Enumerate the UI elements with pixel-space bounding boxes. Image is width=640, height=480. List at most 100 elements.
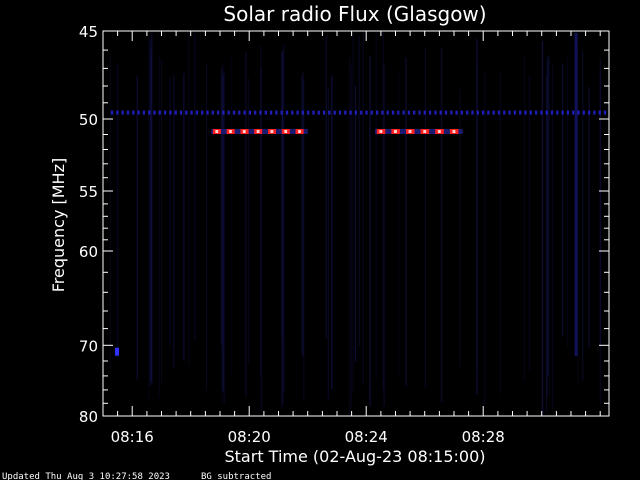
interference-dash	[238, 110, 241, 115]
x-tick-label: 08:28	[462, 428, 505, 446]
x-tick-label: 08:20	[228, 428, 271, 446]
interference-dash	[126, 110, 130, 115]
interference-dash	[312, 110, 315, 115]
interference-dash	[550, 110, 554, 115]
burst-core	[394, 130, 397, 133]
interference-dash	[577, 110, 580, 115]
interference-dash	[121, 110, 124, 115]
burst-core	[452, 130, 456, 133]
interference-dash	[264, 110, 267, 115]
interference-dash	[386, 110, 389, 115]
interference-dash	[217, 110, 220, 115]
y-tick-label: 60	[79, 243, 98, 261]
interference-dash	[285, 110, 289, 115]
interference-dash	[307, 110, 310, 115]
interference-dash	[460, 110, 463, 115]
interference-dash	[344, 110, 347, 115]
background-streaks	[110, 31, 601, 416]
burst-row-1	[211, 129, 308, 134]
interference-dash	[354, 110, 357, 115]
interference-dash	[201, 110, 204, 115]
burst-mark	[449, 129, 459, 134]
plot-area: 45 50 55 60 70 80 08:16 08:20 08:24 08:28	[79, 23, 610, 446]
interference-dash	[111, 110, 114, 115]
interference-dash	[137, 110, 140, 115]
interference-dash	[280, 110, 283, 115]
burst-core	[284, 130, 288, 133]
interference-dash	[466, 110, 469, 115]
interference-dash	[338, 110, 342, 115]
interference-dash	[142, 110, 145, 115]
interference-dash	[296, 110, 299, 115]
y-tick-label: 55	[79, 183, 98, 201]
burst-core	[379, 130, 383, 133]
interference-dash	[301, 110, 304, 115]
interference-dash	[195, 110, 198, 115]
interference-dash	[450, 110, 453, 115]
interference-dash	[561, 110, 564, 115]
interference-dash	[471, 110, 474, 115]
interference-dash	[158, 110, 161, 115]
interference-dash	[497, 110, 501, 115]
interference-dash	[582, 110, 585, 115]
burst-mark	[295, 129, 304, 134]
interference-dash	[232, 110, 236, 115]
y-axis-label: Frequency [MHz]	[49, 158, 68, 292]
interference-dash	[476, 110, 479, 115]
interference-dash	[317, 110, 320, 115]
burst-core	[270, 130, 274, 133]
interference-dash	[413, 110, 416, 115]
y-tick-labels: 45 50 55 60 70 80	[79, 23, 98, 426]
interference-dash	[164, 110, 167, 115]
burst-core	[423, 130, 427, 133]
y-tick-label: 45	[79, 23, 98, 41]
x-ticks	[117, 31, 601, 416]
burst-band	[375, 129, 463, 134]
chart-title: Solar radio Flux (Glasgow)	[223, 2, 486, 26]
x-axis-label: Start Time (02-Aug-23 08:15:00)	[225, 447, 486, 466]
interference-dash	[174, 110, 177, 115]
interference-dash	[227, 110, 230, 115]
interference-dash	[148, 110, 151, 115]
burst-mark	[240, 129, 249, 134]
interference-dash	[169, 110, 172, 115]
y-ticks	[103, 49, 609, 404]
burst-core	[242, 130, 246, 133]
y-tick-label: 50	[79, 111, 98, 129]
interference-dash	[503, 110, 506, 115]
interference-dash	[423, 110, 426, 115]
interference-dash	[259, 110, 262, 115]
burst-mark	[435, 129, 444, 134]
interference-dash	[328, 110, 331, 115]
interference-dash	[566, 110, 569, 115]
burst-mark	[406, 129, 415, 134]
interference-dash	[545, 110, 548, 115]
interference-dash	[535, 110, 538, 115]
burst-mark	[281, 129, 290, 134]
burst-row-2	[375, 129, 463, 134]
burst-core	[298, 130, 301, 133]
interference-dash	[434, 110, 437, 115]
interference-dash	[524, 110, 527, 115]
interference-dash	[492, 110, 495, 115]
burst-mark	[212, 129, 221, 134]
interference-dash	[323, 110, 326, 115]
blip-mark	[115, 347, 119, 356]
interference-dash	[529, 110, 532, 115]
burst-mark	[420, 129, 430, 134]
y-tick-label: 80	[79, 408, 98, 426]
interference-dash	[588, 110, 591, 115]
interference-dash	[397, 110, 400, 115]
burst-mark	[391, 129, 400, 134]
y-tick-label: 70	[79, 337, 98, 355]
interference-dash	[540, 110, 543, 115]
interference-dash	[248, 110, 251, 115]
interference-dash	[556, 110, 559, 115]
burst-core	[215, 130, 219, 133]
x-tick-labels: 08:16 08:20 08:24 08:28	[111, 428, 505, 446]
x-tick-label: 08:16	[111, 428, 154, 446]
interference-dash	[179, 110, 183, 115]
x-tick-label: 08:24	[345, 428, 388, 446]
interference-dash	[598, 110, 601, 115]
